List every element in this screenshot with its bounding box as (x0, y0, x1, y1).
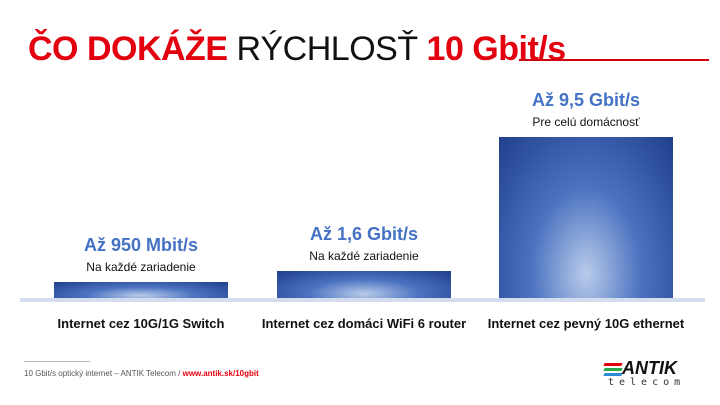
chart-baseline (20, 298, 705, 302)
footer-link[interactable]: www.antik.sk/10gbit (182, 369, 259, 378)
antik-logo: ANTIK telecom (603, 358, 694, 392)
category-label: Internet cez 10G/1G Switch (57, 316, 225, 331)
bar (54, 282, 228, 298)
footer-text: 10 Gbit/s optický internet – ANTIK Telec… (24, 369, 181, 378)
bar (499, 137, 673, 298)
page-title: ČO DOKÁŽE RÝCHLOSŤ 10 Gbit/s (28, 30, 566, 69)
title-rule (519, 59, 709, 61)
logo-stripes-icon (603, 363, 623, 378)
title-part-1: ČO DOKÁŽE (28, 30, 228, 68)
bar-value-label: Až 950 Mbit/s (83, 235, 199, 255)
logo-name: ANTIK (622, 358, 677, 378)
bar-sub-label: Pre celú domácnosť (532, 115, 640, 129)
title-part-3: 10 Gbit/s (426, 30, 567, 68)
bar-value-label: Až 9,5 Gbit/s (531, 90, 641, 110)
bar-value-label: Až 1,6 Gbit/s (309, 224, 419, 244)
footer: 10 Gbit/s optický internet – ANTIK Telec… (24, 369, 259, 378)
bar-sub-label: Na každé zariadenie (309, 249, 419, 263)
footer-rule (24, 361, 90, 362)
title-part-2: RÝCHLOSŤ (236, 30, 418, 68)
logo-sub: telecom (608, 377, 686, 388)
category-label: Internet cez pevný 10G ethernet (487, 316, 685, 331)
bar-sub-label: Na každé zariadenie (86, 260, 196, 274)
bar (277, 271, 451, 298)
category-label: Internet cez domáci WiFi 6 router (261, 316, 467, 331)
